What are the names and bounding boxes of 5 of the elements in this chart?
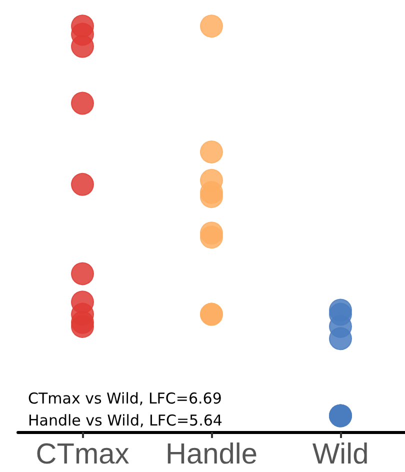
annotation: CTmax vs Wild, LFC=6.69 (28, 390, 222, 408)
x-tick-label: CTmax (36, 438, 130, 470)
x-tick-label: Wild (312, 438, 369, 470)
annotation: Handle vs Wild, LFC=5.64 (28, 412, 222, 430)
x-tick-label: Handle (166, 438, 258, 470)
